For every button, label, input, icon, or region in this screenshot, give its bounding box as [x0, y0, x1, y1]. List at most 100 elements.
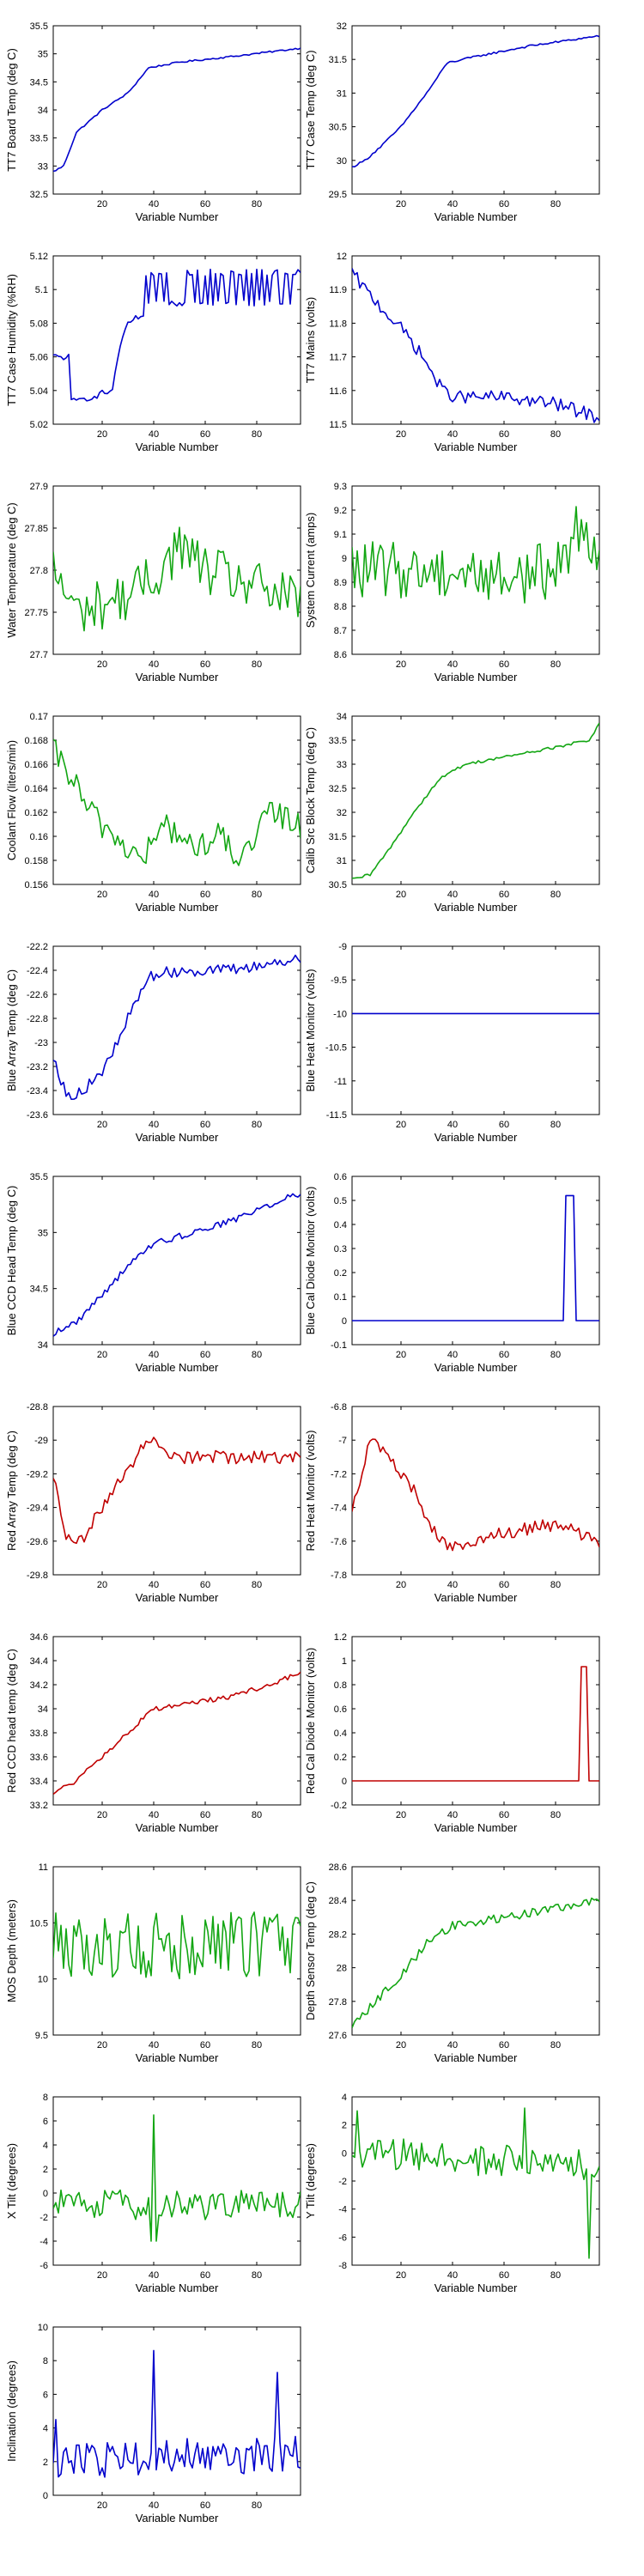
y-tick-label: 34.5: [30, 77, 48, 88]
chart-panel-10: -11.5 -11 -10.5 -10 -9.5 -9 20 40 60 80 Variable N…: [304, 942, 600, 1144]
chart-panel-17: 9.5 10 10.5 11 20 40 60 80 Variable Number MOS De…: [5, 1862, 301, 2064]
y-tick-label: 8: [43, 2093, 48, 2103]
x-tick-label: 60: [200, 1120, 210, 1130]
plot-frame: [52, 1176, 301, 1346]
x-tick-label: 40: [447, 2270, 458, 2281]
x-tick-label: 40: [447, 429, 458, 440]
x-axis-label: Variable Number: [434, 1821, 518, 1834]
y-tick-label: 9.2: [334, 506, 347, 516]
y-tick-label: 35.5: [30, 21, 48, 32]
x-tick-label: 40: [447, 1350, 458, 1360]
x-tick-label: 80: [252, 2270, 262, 2281]
y-tick-label: 0.4: [334, 1220, 347, 1230]
y-tick-label: 32: [337, 21, 347, 32]
y-tick-label: 34: [38, 1340, 48, 1351]
y-tick-label: 28: [337, 1964, 347, 1974]
x-tick-label: 80: [252, 2500, 262, 2511]
plot-frame: [351, 1866, 600, 2036]
x-tick-label: 80: [252, 199, 262, 210]
y-tick-label: 33.2: [30, 1801, 48, 1811]
y-axis-label: System Current (amps): [304, 513, 317, 628]
y-tick-label: 31.5: [329, 55, 347, 65]
y-tick-label: 30.5: [329, 880, 347, 890]
y-tick-label: -2: [39, 2213, 48, 2223]
y-axis-label: Depth Sensor Temp (deg C): [304, 1881, 317, 2020]
x-tick-label: 40: [447, 2040, 458, 2050]
x-tick-label: 80: [550, 659, 561, 670]
y-tick-label: 0.2: [334, 1268, 347, 1279]
series-line: [352, 1666, 599, 1782]
y-tick-label: 5.08: [30, 319, 48, 329]
y-tick-label: 8.8: [334, 602, 347, 612]
x-tick-label: 60: [499, 2270, 509, 2281]
y-tick-label: -23.6: [27, 1110, 48, 1121]
y-axis-label: Blue Array Temp (deg C): [5, 969, 18, 1091]
y-tick-label: -9: [338, 942, 347, 952]
chart-panel-18: 27.6 27.8 28 28.2 28.4 28.6 20 40 60 80 Variable N…: [304, 1862, 600, 2064]
plot-frame: [351, 1406, 600, 1576]
series-line: [53, 2349, 301, 2478]
y-tick-label: -23.4: [27, 1086, 48, 1097]
x-axis-label: Variable Number: [136, 1591, 219, 1604]
y-tick-label: 0.3: [334, 1244, 347, 1255]
y-tick-label: -10.5: [325, 1043, 347, 1054]
y-axis-label: MOS Depth (meters): [5, 1899, 18, 2002]
x-tick-label: 60: [499, 1120, 509, 1130]
y-tick-label: 5.04: [30, 386, 48, 397]
y-tick-label: -7.2: [331, 1469, 347, 1479]
x-tick-label: 20: [396, 659, 406, 670]
x-tick-label: 80: [550, 890, 561, 900]
plot-frame: [351, 2096, 600, 2266]
y-tick-label: -6: [39, 2261, 48, 2271]
y-axis-label: Red Cal Diode Monitor (volts): [304, 1648, 317, 1795]
y-tick-label: 0: [342, 2148, 347, 2159]
x-tick-label: 80: [252, 1810, 262, 1820]
y-tick-label: 9.3: [334, 482, 347, 492]
y-tick-label: -9.5: [331, 975, 347, 986]
y-tick-label: 32.5: [30, 190, 48, 200]
x-tick-label: 20: [396, 199, 406, 210]
x-tick-label: 60: [499, 1810, 509, 1820]
y-tick-label: 35: [38, 1228, 48, 1238]
y-tick-label: 0.2: [334, 1753, 347, 1763]
y-tick-label: 11.8: [329, 319, 347, 329]
x-tick-label: 40: [149, 199, 159, 210]
plot-frame: [351, 1636, 600, 1806]
plot-frame: [52, 485, 301, 655]
y-axis-label: Red CCD head temp (deg C): [5, 1649, 18, 1793]
y-tick-label: 11: [39, 1862, 48, 1873]
x-axis-label: Variable Number: [434, 671, 518, 683]
y-tick-label: 31: [337, 88, 347, 99]
x-axis-label: Variable Number: [136, 210, 219, 223]
x-tick-label: 80: [550, 1350, 561, 1360]
x-tick-label: 60: [200, 1810, 210, 1820]
x-tick-label: 80: [550, 1810, 561, 1820]
x-tick-label: 80: [550, 429, 561, 440]
y-tick-label: 35.5: [30, 1172, 48, 1182]
y-tick-label: 2: [43, 2165, 48, 2175]
x-tick-label: 20: [97, 2270, 107, 2281]
y-tick-label: -22.6: [27, 990, 48, 1000]
y-tick-label: 31.5: [329, 832, 347, 842]
y-tick-label: -29: [34, 1436, 48, 1446]
plot-frame: [52, 1866, 301, 2036]
series-line: [53, 47, 301, 173]
plot-frame: [52, 25, 301, 195]
y-tick-label: 0.1: [334, 1292, 347, 1303]
y-tick-label: 0.17: [30, 712, 48, 722]
y-tick-label: 0.8: [334, 1680, 347, 1691]
y-tick-label: 4: [43, 2424, 48, 2434]
series-line: [53, 2114, 301, 2242]
y-tick-label: -11: [334, 1077, 347, 1087]
y-tick-label: 33.8: [30, 1728, 48, 1739]
y-tick-label: 6: [43, 2117, 48, 2127]
y-tick-label: 31: [337, 856, 347, 866]
y-tick-label: 8: [43, 2356, 48, 2366]
y-tick-label: 27.8: [329, 1997, 347, 2008]
y-axis-label: TT7 Case Humidity (%RH): [5, 274, 18, 406]
y-tick-label: 34.2: [30, 1680, 48, 1691]
series-line: [352, 1438, 599, 1552]
chart-panel-20: -8 -6 -4 -2 0 2 4 20 40 60 80 Variable Number Y Tilt…: [304, 2093, 600, 2294]
x-tick-label: 20: [97, 890, 107, 900]
